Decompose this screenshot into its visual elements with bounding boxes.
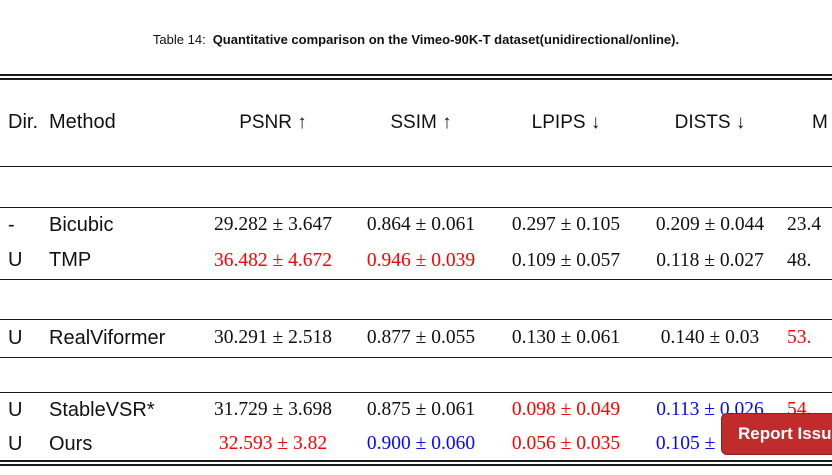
header-row: Dir. Method PSNR ↑ SSIM ↑ LPIPS ↓ DISTS … [0,77,832,166]
row-realviformer: U RealViformer 30.291 ± 2.518 0.877 ± 0.… [0,318,832,357]
cell-lpips: 0.130 ± 0.061 [493,318,639,357]
cell-dir: U [0,318,49,357]
cell-dists: 0.140 ± 0.03 [639,318,781,357]
cell-m: 23.4 [781,206,832,243]
cell-psnr: 30.291 ± 2.518 [197,318,349,357]
cell-lpips: 0.109 ± 0.057 [511,249,621,271]
cell-method: Ours [49,432,93,455]
cell-dists: 0.209 ± 0.044 [639,206,781,243]
col-header-m: M [812,111,828,133]
cell-lpips: 0.056 ± 0.035 [511,433,621,454]
cell-method: StableVSR* [49,391,197,428]
report-issue-button[interactable]: Report Issue [721,413,832,455]
cell-ssim: 0.900 ± 0.060 [366,433,476,454]
table-caption: Table 14: Quantitative comparison on the … [0,31,832,49]
cell-psnr: 29.282 ± 3.647 [197,206,349,243]
col-header-ssim: SSIM ↑ [390,111,452,133]
cell-dir: U [8,432,23,455]
col-header-dists: DISTS ↓ [674,111,746,133]
table-body: Dir. Method PSNR ↑ SSIM ↑ LPIPS ↓ DISTS … [0,77,832,463]
col-header-method: Method [49,111,116,134]
cell-dir: - [0,206,49,243]
cell-psnr: 36.482 ± 4.672 [214,249,332,271]
cell-m: 53. [781,318,832,357]
cell-method: Bicubic [49,206,197,243]
col-header-dir: Dir. [8,111,38,134]
cell-dists: 0.118 ± 0.027 [656,249,764,271]
row-bicubic: - Bicubic 29.282 ± 3.647 0.864 ± 0.061 0… [0,206,832,243]
cell-dir: U [0,391,49,428]
cell-method: RealViformer [49,318,197,357]
spacer-row [0,356,832,392]
col-header-lpips: LPIPS ↓ [531,111,601,133]
col-header-psnr: PSNR ↑ [239,111,307,133]
results-table: Dir. Method PSNR ↑ SSIM ↑ LPIPS ↓ DISTS … [0,74,832,466]
cell-psnr: 32.593 ± 3.82 [218,433,328,454]
cell-ssim: 0.946 ± 0.039 [366,249,476,271]
cell-lpips: 0.297 ± 0.105 [493,206,639,243]
spacer-row [0,278,832,319]
row-ours: U Ours 32.593 ± 3.82 0.900 ± 0.060 0.056… [0,428,832,463]
cell-ssim: 0.864 ± 0.061 [349,206,493,243]
row-tmp: U TMP 36.482 ± 4.672 0.946 ± 0.039 0.109… [0,243,832,279]
cell-ssim: 0.875 ± 0.061 [349,391,493,428]
caption-number: Table 14: [152,32,206,47]
cell-method: TMP [49,249,92,272]
cell-ssim: 0.877 ± 0.055 [349,318,493,357]
caption-text: Quantitative comparison on the Vimeo-90K… [212,32,680,47]
cell-dir: U [8,249,23,272]
row-stablevsr: U StableVSR* 31.729 ± 3.698 0.875 ± 0.06… [0,391,832,428]
spacer-row [0,165,832,207]
results-table-wrapper: Dir. Method PSNR ↑ SSIM ↑ LPIPS ↓ DISTS … [0,74,832,466]
cell-m: 48. [787,249,812,271]
spacer-cell [0,278,832,319]
cell-lpips: 0.098 ± 0.049 [493,391,639,428]
spacer-cell [0,165,832,207]
cell-psnr: 31.729 ± 3.698 [197,391,349,428]
spacer-cell [0,356,832,392]
